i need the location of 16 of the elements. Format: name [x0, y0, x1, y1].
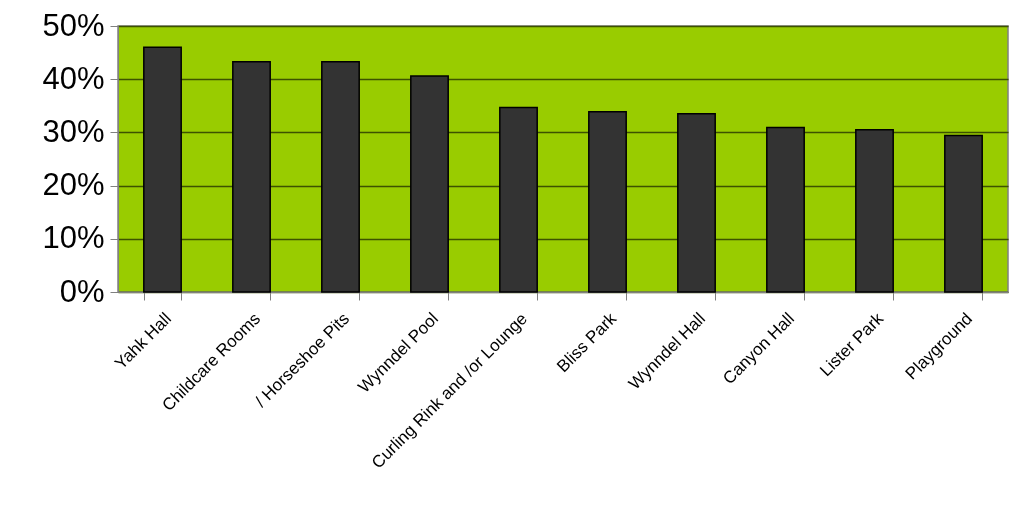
bar	[588, 110, 627, 293]
bar	[855, 128, 894, 293]
bar	[766, 126, 805, 293]
bar	[410, 75, 449, 293]
bar	[944, 134, 983, 293]
bar	[143, 46, 182, 293]
bar	[321, 60, 360, 293]
y-tick-label: 30%	[42, 113, 105, 149]
bar	[232, 60, 271, 293]
y-tick-label: 50%	[42, 7, 105, 43]
y-tick-label: 10%	[42, 220, 105, 256]
bar	[499, 106, 538, 293]
y-tick-label: 20%	[42, 167, 105, 203]
y-tick-label: 40%	[42, 60, 105, 96]
bar	[677, 113, 716, 293]
y-tick-label: 0%	[59, 273, 105, 309]
